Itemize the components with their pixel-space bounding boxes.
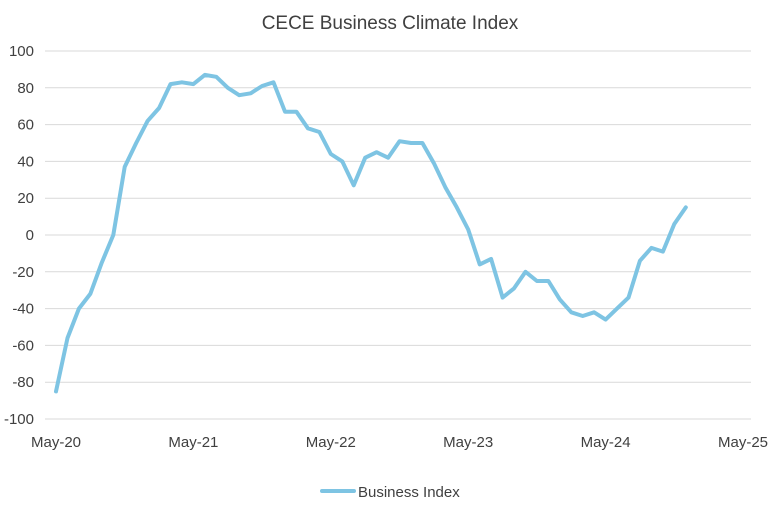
data-point xyxy=(191,82,195,86)
data-point xyxy=(214,75,218,79)
data-point xyxy=(466,227,470,231)
data-point xyxy=(546,279,550,283)
y-tick-label: 80 xyxy=(17,80,34,97)
y-tick-label: -20 xyxy=(12,264,34,281)
x-tick-label: May-20 xyxy=(31,434,81,451)
legend[interactable]: Business Index xyxy=(320,484,460,501)
y-tick-label: 20 xyxy=(17,190,34,207)
data-point xyxy=(340,159,344,163)
x-tick-label: May-21 xyxy=(168,434,218,451)
data-point xyxy=(237,93,241,97)
data-point xyxy=(146,119,150,123)
data-point xyxy=(684,205,688,209)
data-point xyxy=(283,110,287,114)
data-point xyxy=(306,126,310,130)
data-point xyxy=(501,296,505,300)
data-point xyxy=(661,250,665,254)
data-point xyxy=(535,279,539,283)
data-point xyxy=(420,141,424,145)
data-point xyxy=(432,161,436,165)
data-point xyxy=(627,296,631,300)
y-tick-label: -40 xyxy=(12,301,34,318)
data-point xyxy=(512,286,516,290)
data-point xyxy=(569,310,573,314)
data-point xyxy=(100,261,104,265)
data-point xyxy=(169,82,173,86)
data-point xyxy=(615,307,619,311)
data-point xyxy=(157,106,161,110)
series-line-business-index xyxy=(54,72,688,394)
y-tick-label: -60 xyxy=(12,337,34,354)
data-point xyxy=(489,257,493,261)
x-tick-label: May-22 xyxy=(306,434,356,451)
data-point xyxy=(363,156,367,160)
data-point xyxy=(294,110,298,114)
chart-title: CECE Business Climate Index xyxy=(262,13,519,34)
data-point xyxy=(581,314,585,318)
data-point xyxy=(375,150,379,154)
y-tick-label: -100 xyxy=(4,411,34,428)
y-axis-tick-labels: 100 80 60 40 20 0 -20 -40 -60 -80 -100 xyxy=(4,43,34,428)
data-point xyxy=(317,130,321,134)
data-point xyxy=(65,336,69,340)
data-point xyxy=(638,259,642,263)
data-point xyxy=(249,91,253,95)
data-point xyxy=(329,152,333,156)
y-tick-label: 40 xyxy=(17,153,34,170)
data-point xyxy=(478,262,482,266)
data-point xyxy=(203,73,207,77)
x-tick-label: May-25 xyxy=(718,434,768,451)
data-point xyxy=(54,389,58,393)
y-tick-label: -80 xyxy=(12,374,34,391)
data-point xyxy=(88,292,92,296)
data-point xyxy=(592,310,596,314)
grid-layer xyxy=(45,50,751,420)
y-tick-label: 0 xyxy=(26,227,34,244)
data-point xyxy=(77,307,81,311)
y-tick-label: 100 xyxy=(9,43,34,60)
data-point xyxy=(443,185,447,189)
legend-label-business-index: Business Index xyxy=(358,484,460,501)
data-point xyxy=(409,141,413,145)
x-tick-label: May-24 xyxy=(581,434,631,451)
data-point xyxy=(226,86,230,90)
data-point xyxy=(180,80,184,84)
data-point xyxy=(649,246,653,250)
data-point xyxy=(672,222,676,226)
data-point xyxy=(352,183,356,187)
data-point xyxy=(123,165,127,169)
data-point xyxy=(455,205,459,209)
y-tick-label: 60 xyxy=(17,117,34,134)
data-point xyxy=(386,156,390,160)
x-axis-tick-labels: May-20 May-21 May-22 May-23 May-24 May-25 xyxy=(31,434,768,451)
data-point xyxy=(558,297,562,301)
data-point xyxy=(398,139,402,143)
data-point xyxy=(272,80,276,84)
data-point xyxy=(260,84,264,88)
x-tick-label: May-23 xyxy=(443,434,493,451)
data-point xyxy=(111,233,115,237)
series-layer xyxy=(54,72,688,394)
data-point xyxy=(523,270,527,274)
data-point xyxy=(604,318,608,322)
data-point xyxy=(134,141,138,145)
